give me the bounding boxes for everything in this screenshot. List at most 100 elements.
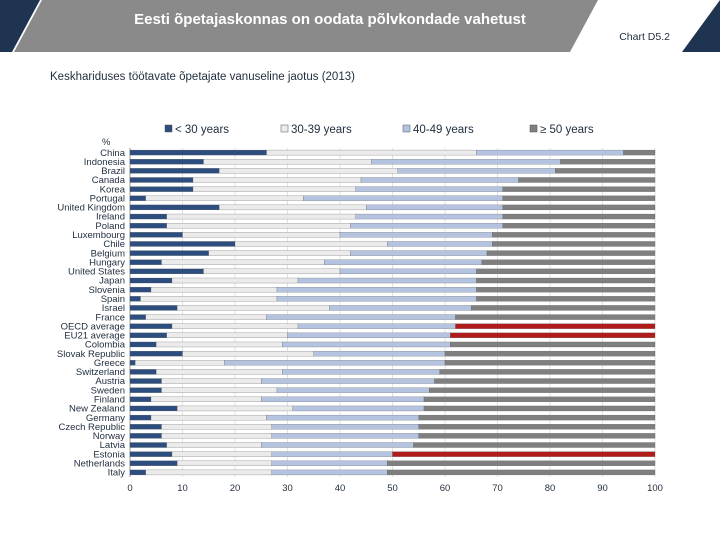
chart-code: Chart D5.2 [619, 31, 670, 43]
bar-segment [129, 378, 162, 384]
bar-segment [224, 360, 446, 366]
chart-category-labels: ChinaIndonesiaBrazilCanadaKoreaPortugalU… [57, 148, 126, 479]
bar-segment [560, 159, 656, 165]
bar-segment [156, 369, 283, 375]
category-label: Slovenia [89, 285, 126, 296]
bar-segment [166, 332, 288, 338]
bar-segment [476, 287, 656, 293]
category-label: United States [68, 267, 125, 278]
category-label: EU21 average [64, 331, 125, 342]
bar-segment [156, 341, 283, 348]
bar-segment [418, 433, 656, 439]
bar-segment [145, 195, 304, 201]
bar-segment [360, 177, 519, 183]
chart-legend: < 30 years 30-39 years 40-49 years ≥ 50 yea… [164, 124, 594, 136]
category-label: Slovak Republic [57, 349, 125, 360]
bar-segment [271, 460, 388, 466]
bar-segment [492, 241, 656, 247]
bar-segment [282, 369, 440, 375]
bar-segment [171, 277, 299, 284]
bar-segment [297, 277, 477, 284]
bar-segment [282, 341, 451, 348]
bar-segment [171, 451, 272, 457]
bar-segment [150, 396, 262, 402]
category-label: Finland [94, 395, 125, 406]
x-tick-label: 90 [597, 483, 608, 494]
bar-segment [444, 360, 656, 366]
bar-segment [502, 195, 656, 201]
x-tick-label: 40 [335, 483, 346, 494]
bar-segment [313, 350, 446, 357]
bar-segment [129, 469, 146, 476]
chart-x-ticks: 0 10 20 30 40 50 60 70 80 90 100 [127, 483, 663, 494]
x-tick-label: 100 [647, 483, 663, 494]
category-label: Luxembourg [72, 230, 125, 241]
x-tick-label: 80 [545, 483, 556, 494]
bar-segment [129, 223, 167, 229]
bar-segment [145, 314, 267, 320]
category-label: Indonesia [84, 157, 126, 168]
header-left-accent [0, 0, 40, 52]
bar-segment [129, 213, 167, 220]
bar-segment [486, 250, 656, 256]
bar-segment [129, 305, 178, 311]
legend-label: ≥ 50 years [540, 124, 594, 136]
bar-segment [439, 369, 656, 375]
bar-segment [129, 332, 167, 338]
bar-segment [203, 159, 372, 165]
legend-label: < 30 years [175, 124, 229, 136]
bar-segment [129, 204, 220, 211]
bar-segment [413, 442, 656, 448]
category-label: Korea [100, 184, 126, 195]
category-label: Switzerland [76, 367, 125, 378]
legend-swatch [402, 124, 411, 133]
bar-segment [161, 387, 278, 393]
category-label: Colombia [85, 340, 126, 351]
category-label: Hungary [89, 257, 125, 268]
bar-segment [150, 414, 267, 421]
category-label: Brazil [101, 166, 125, 177]
bar-segment [471, 305, 656, 311]
legend-swatch [529, 124, 538, 133]
bar-segment [171, 323, 299, 329]
bar-segment [276, 387, 430, 393]
chart-title: Keskhariduses töötavate õpetajate vanuse… [50, 71, 355, 83]
bar-segment [129, 195, 146, 201]
bar-segment [355, 213, 503, 220]
category-label: Ireland [96, 212, 125, 223]
category-label: Estonia [93, 449, 125, 460]
header-right-accent [682, 0, 720, 52]
category-label: France [95, 312, 125, 323]
category-label: Czech Republic [58, 422, 125, 433]
bar-segment [150, 287, 278, 293]
category-label: Japan [99, 276, 125, 287]
bar-segment [192, 186, 356, 192]
bar-segment [339, 268, 477, 275]
bar-segment [492, 232, 656, 238]
bar-segment [476, 296, 656, 302]
bar-segment [276, 296, 477, 302]
bar-segment [129, 159, 204, 165]
bar-segment [129, 460, 178, 466]
bar-segment [182, 350, 314, 357]
category-label: Latvia [100, 440, 126, 451]
bar-segment [387, 241, 493, 247]
bar-segment [129, 405, 178, 412]
x-tick-label: 20 [230, 483, 241, 494]
bar-segment [502, 186, 656, 192]
bar-segment [261, 378, 435, 384]
category-label: Germany [86, 413, 125, 424]
bar-segment [623, 149, 656, 156]
bar-segment [303, 195, 503, 201]
category-label: United Kingdom [57, 203, 125, 214]
bar-segment [287, 332, 451, 338]
category-label: Norway [93, 431, 125, 442]
bar-segment [129, 396, 152, 402]
bar-segment [234, 241, 388, 247]
bar-segment [418, 424, 656, 430]
bar-segment [129, 433, 162, 439]
legend-label: 30-39 years [291, 124, 352, 136]
bar-segment [355, 186, 503, 192]
bar-segment [192, 177, 362, 183]
bar-segment [429, 387, 656, 393]
